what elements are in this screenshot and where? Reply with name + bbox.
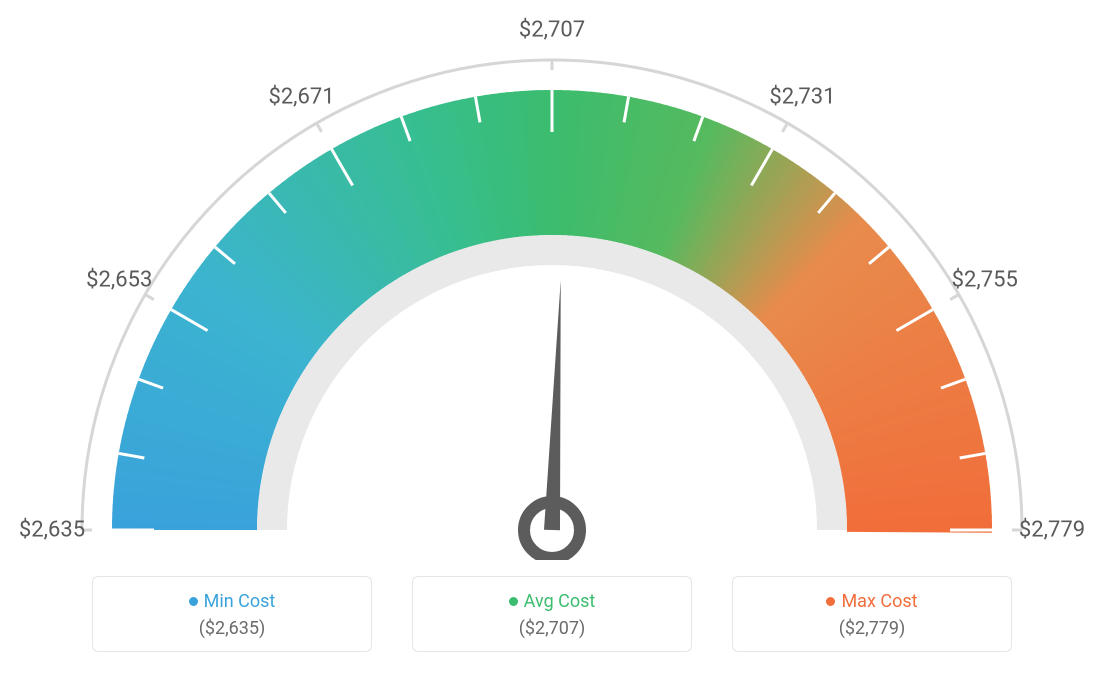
legend-text-max: Max Cost <box>841 591 917 612</box>
legend-value-max: ($2,779) <box>751 618 993 639</box>
gauge-tick-label: $2,671 <box>268 85 334 110</box>
legend-card-max: Max Cost ($2,779) <box>732 576 1012 652</box>
legend-dot-min <box>189 597 198 606</box>
legend-row: Min Cost ($2,635) Avg Cost ($2,707) Max … <box>0 576 1104 652</box>
gauge-tick-label: $2,707 <box>519 18 585 43</box>
legend-dot-max <box>826 597 835 606</box>
legend-text-avg: Avg Cost <box>524 591 596 612</box>
gauge-tick-label: $2,635 <box>19 518 85 543</box>
legend-label-avg: Avg Cost <box>431 591 673 612</box>
gauge-tick-label: $2,755 <box>952 267 1018 292</box>
legend-text-min: Min Cost <box>204 591 276 612</box>
gauge-svg <box>0 0 1104 560</box>
gauge-tick-label: $2,731 <box>769 85 835 110</box>
legend-label-max: Max Cost <box>751 591 993 612</box>
gauge-tick-label: $2,653 <box>86 267 152 292</box>
gauge-chart: $2,635 $2,653 $2,671 $2,707 $2,731 $2,755 $2,7… <box>0 0 1104 560</box>
legend-card-min: Min Cost ($2,635) <box>92 576 372 652</box>
cost-gauge-container: $2,635 $2,653 $2,671 $2,707 $2,731 $2,755 $2,7… <box>0 0 1104 690</box>
legend-label-min: Min Cost <box>111 591 353 612</box>
legend-card-avg: Avg Cost ($2,707) <box>412 576 692 652</box>
gauge-tick-label: $2,779 <box>1019 518 1085 543</box>
legend-dot-avg <box>509 597 518 606</box>
legend-value-avg: ($2,707) <box>431 618 673 639</box>
legend-value-min: ($2,635) <box>111 618 353 639</box>
